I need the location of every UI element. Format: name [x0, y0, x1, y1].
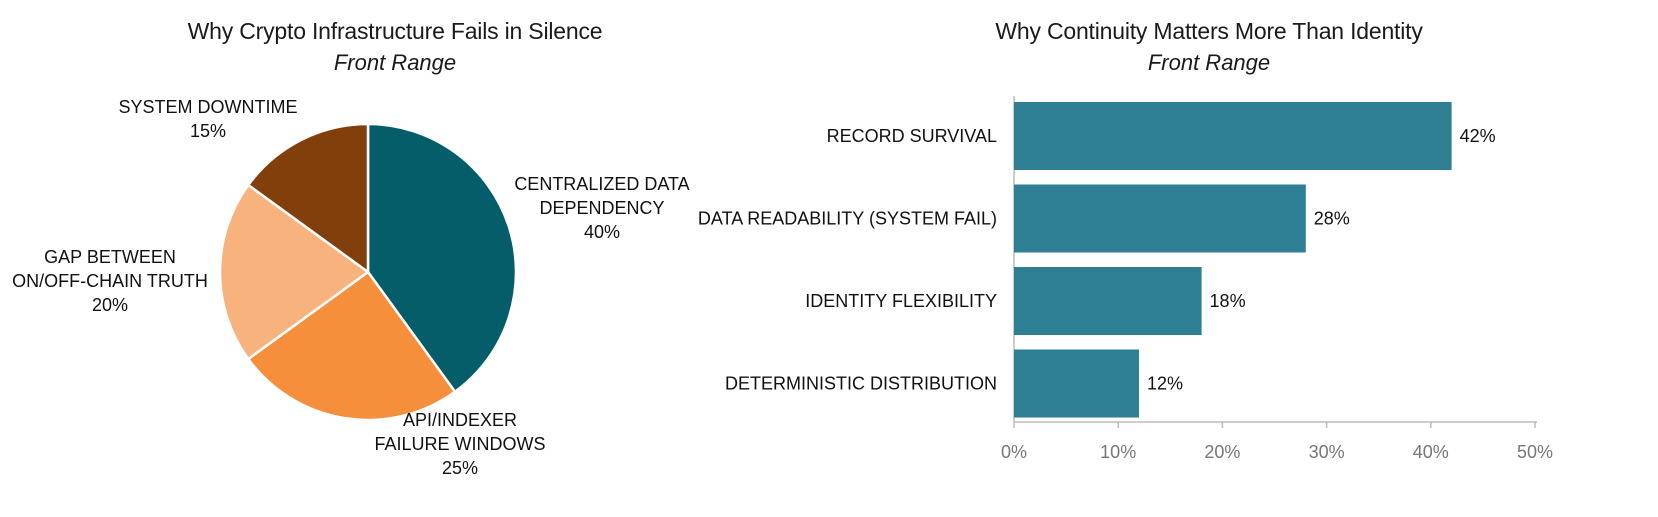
- bar-identity-flexibility: [1014, 267, 1202, 335]
- x-tick-label-20: 20%: [1204, 442, 1240, 462]
- bar-chart-subtitle: Front Range: [1147, 50, 1271, 75]
- x-tick-label-40: 40%: [1413, 442, 1449, 462]
- x-tick-label-0: 0%: [1001, 442, 1027, 462]
- pie-slice-gap-between-on-off-chain-truth-label: GAP BETWEEN ON/OFF-CHAIN TRUTH 20%: [12, 247, 208, 315]
- bar-record-survival: [1014, 102, 1452, 170]
- bar-value-label-deterministic-distribution: 12%: [1147, 374, 1183, 394]
- pie-slice-api-indexer-failure-windows-label: API/INDEXER FAILURE WINDOWS 25%: [374, 410, 545, 478]
- bar-value-label-data-readability-system-fail: 28%: [1314, 209, 1350, 229]
- bar-value-label-record-survival: 42%: [1460, 126, 1496, 146]
- bar-category-label-record-survival: RECORD SURVIVAL: [827, 126, 997, 146]
- pie-chart-panel: Why Crypto Infrastructure Fails in Silen…: [0, 0, 790, 517]
- pie-slice-centralized-data-dependency: [366, 122, 518, 394]
- bar-chart-panel: Why Continuity Matters More Than Identit…: [698, 0, 1658, 517]
- bar-value-label-identity-flexibility: 18%: [1210, 291, 1246, 311]
- pie-slice-centralized-data-dependency-label: CENTRALIZED DATA DEPENDENCY 40%: [514, 174, 689, 242]
- bar-deterministic-distribution: [1014, 349, 1139, 418]
- bar-data-readability-system-fail: [1014, 184, 1306, 253]
- pie-slice-system-downtime-label: SYSTEM DOWNTIME 15%: [119, 97, 298, 141]
- bar-category-label-identity-flexibility: IDENTITY FLEXIBILITY: [805, 291, 997, 311]
- bar-category-label-deterministic-distribution: DETERMINISTIC DISTRIBUTION: [725, 374, 997, 394]
- pie-slice-api-indexer-failure-windows: [246, 270, 457, 422]
- bar-chart-title: Why Continuity Matters More Than Identit…: [995, 18, 1423, 44]
- pie-slice-gap-between-on-off-chain-truth: [218, 183, 371, 361]
- pie-chart-subtitle: Front Range: [333, 50, 457, 75]
- bar-category-label-data-readability-system-fail: DATA READABILITY (SYSTEM FAIL): [698, 209, 997, 229]
- x-tick-label-30: 30%: [1309, 442, 1345, 462]
- x-tick-label-10: 10%: [1100, 442, 1136, 462]
- x-tick-label-50: 50%: [1517, 442, 1553, 462]
- pie-chart-svg: CENTRALIZED DATA DEPENDENCY 40% API/INDEXER…: [12, 97, 690, 478]
- pie-slice-system-downtime: [246, 122, 370, 275]
- pie-chart-title: Why Crypto Infrastructure Fails in Silen…: [187, 18, 603, 44]
- bar-chart-svg: RECORD SURVIVAL 42% DATA READABILITY (SYST…: [698, 96, 1553, 462]
